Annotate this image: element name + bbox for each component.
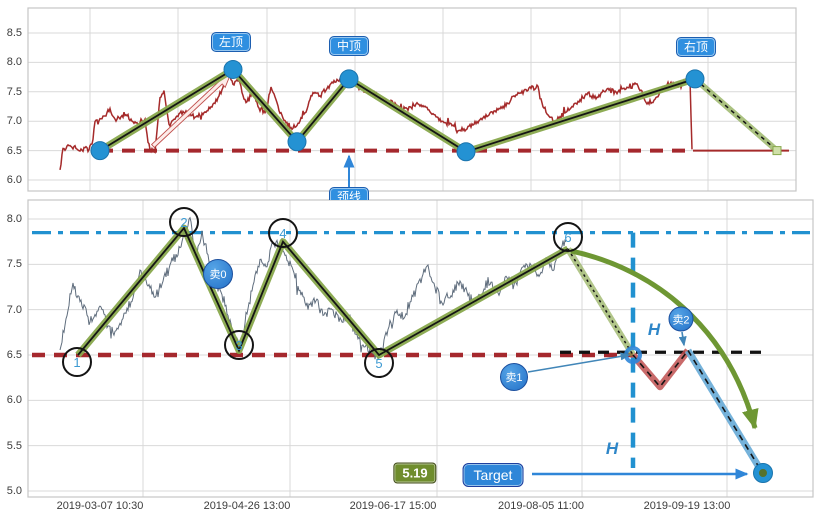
sell1-marker[interactable]: 卖1 — [500, 363, 528, 391]
right-top-label-chip[interactable]: 右顶 — [675, 37, 717, 57]
y-tick-label: 8.0 — [6, 213, 22, 225]
pivot-ring-3[interactable]: 3 — [224, 330, 254, 360]
y-tick-label: 7.5 — [6, 258, 22, 271]
y-tick-label: 6.5 — [6, 144, 22, 157]
y-tick-label: 6.5 — [6, 349, 22, 361]
pivot-ring-1[interactable]: 1 — [62, 347, 92, 377]
x-tick-label: 2019-03-07 10:30 — [56, 500, 144, 512]
height-label-lower: H — [605, 439, 619, 458]
target-label-chip[interactable]: Target — [462, 463, 524, 487]
sell2-marker[interactable]: 卖2 — [668, 306, 694, 332]
pivot-ring-4[interactable]: 4 — [268, 218, 298, 248]
y-tick-label: 8.5 — [6, 27, 22, 39]
y-tick-label: 6.0 — [6, 174, 22, 186]
between-charts-clip: 颈线 — [0, 0, 816, 200]
y-tick-label: 7.0 — [6, 115, 22, 128]
x-tick-label: 2019-06-17 15:00 — [349, 500, 437, 512]
neckline-label-chip[interactable]: 颈线 — [328, 187, 370, 200]
y-tick-label: 6.0 — [6, 394, 22, 407]
height-label-upper: H — [647, 320, 661, 339]
target-value-chip[interactable]: 5.19 — [393, 462, 437, 484]
y-tick-label: 7.0 — [6, 303, 22, 316]
x-tick-label: 2019-09-19 13:00 — [643, 500, 731, 512]
x-tick-label: 2019-08-05 11:00 — [497, 500, 585, 512]
sell0-marker[interactable]: 卖0 — [203, 259, 233, 289]
y-tick-label: 8.0 — [6, 56, 22, 69]
pivot-ring-2[interactable]: 2 — [169, 207, 199, 237]
x-tick-label: 2019-04-26 13:00 — [203, 500, 291, 512]
middle-top-label-chip[interactable]: 中顶 — [328, 36, 370, 56]
y-tick-label: 7.5 — [6, 85, 22, 98]
pivot-ring-6[interactable]: 6 — [553, 222, 583, 252]
y-tick-label: 5.0 — [6, 485, 22, 497]
y-tick-label: 5.5 — [6, 439, 22, 452]
left-top-label-chip[interactable]: 左顶 — [210, 32, 252, 52]
pivot-ring-5[interactable]: 5 — [364, 348, 394, 378]
